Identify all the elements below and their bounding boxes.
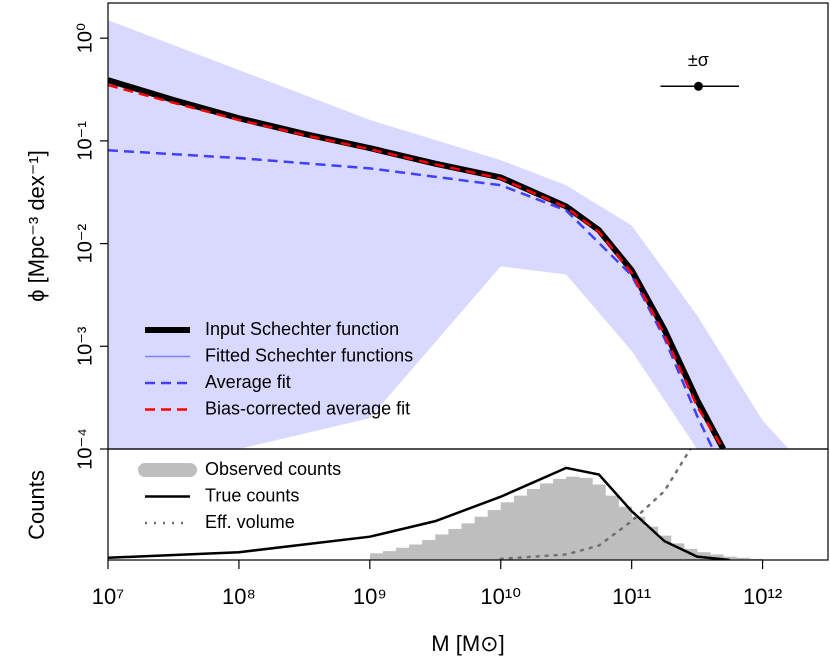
hist-bar: [500, 502, 515, 560]
legend-label: Observed counts: [205, 459, 341, 479]
hist-bar: [461, 523, 475, 560]
hist-bar: [618, 506, 632, 560]
hist-bar: [435, 534, 449, 560]
hist-bar: [723, 556, 737, 560]
y-tick-label: 10⁻³: [74, 326, 96, 366]
y-axis-label: Counts: [24, 470, 49, 540]
hist-bar: [657, 535, 672, 560]
y-tick-label: 10⁻¹: [74, 121, 96, 161]
hist-bar: [526, 488, 541, 560]
bottom-plot: [108, 449, 763, 560]
hist-bar: [448, 528, 462, 560]
annotation: ±σ: [688, 50, 709, 70]
bottom-frame: [107, 448, 829, 561]
hist-bar: [513, 495, 528, 560]
legend-label: Average fit: [205, 372, 291, 392]
legend-label: True counts: [205, 485, 299, 505]
x-tick-label: 10⁸: [222, 584, 256, 609]
series-line: [499, 449, 692, 560]
y-tick-label: 10⁰: [74, 23, 96, 53]
hist-bar: [409, 544, 423, 560]
legend-label: Input Schechter function: [205, 319, 399, 339]
hist-bar: [474, 516, 488, 560]
series-line: [108, 466, 730, 560]
error-point: [693, 81, 703, 91]
legend-label: Eff. volume: [205, 512, 295, 532]
series-line: [108, 83, 725, 449]
hist-bar: [579, 477, 593, 560]
overlay: 10⁰ 10⁻¹ 10⁻² 10⁻³ 10⁻⁴ Input Schechter funct…: [74, 23, 782, 609]
hist-bar: [670, 543, 685, 560]
x-axis-label: M [M⊙]: [431, 631, 504, 656]
hist-bar: [710, 554, 724, 560]
hist-bar: [382, 551, 397, 560]
hist-bar: [553, 478, 567, 560]
legend-label: Fitted Schechter functions: [205, 345, 413, 365]
hist-bar: [396, 547, 410, 560]
hist-bar: [422, 540, 436, 560]
y-tick-label: 10⁻⁴: [74, 428, 96, 469]
hist-bar: [566, 476, 580, 560]
x-tick-label: 10¹¹: [612, 584, 651, 609]
x-tick-label: 10¹⁰: [480, 584, 521, 609]
top-plot: [108, 20, 789, 449]
legend-label: Bias-corrected average fit: [205, 398, 410, 418]
y-tick-label: 10⁻²: [74, 224, 96, 264]
series-line: [108, 149, 714, 449]
hist-bar: [592, 484, 606, 560]
x-tick-label: 10¹²: [743, 584, 782, 609]
hist-bar: [631, 516, 646, 560]
y-axis-label: ϕ [Mpc⁻³ dex⁻¹]: [24, 150, 49, 302]
hist-bar: [540, 483, 554, 560]
x-tick-label: 10⁹: [353, 584, 387, 609]
hist-bar: [605, 495, 619, 560]
hist-bar: [369, 553, 384, 560]
hist-bar: [644, 526, 659, 560]
hist-bar: [736, 557, 750, 560]
x-tick-label: 10⁷: [92, 584, 124, 609]
hist-bar: [487, 510, 502, 560]
